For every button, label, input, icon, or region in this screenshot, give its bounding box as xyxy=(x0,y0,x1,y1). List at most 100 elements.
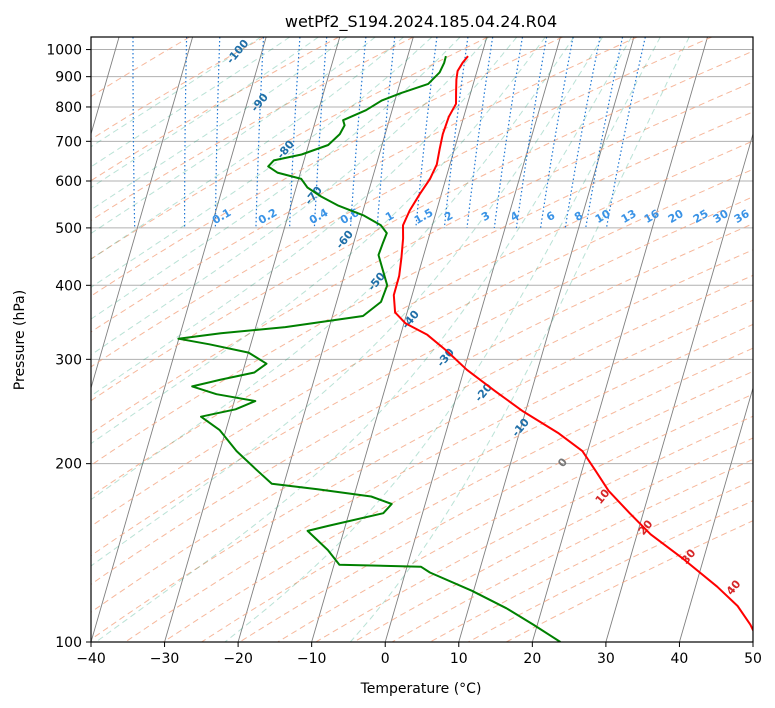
moist-adiabat-line xyxy=(91,37,291,168)
y-tick-label: 900 xyxy=(55,70,82,86)
isotherm-line xyxy=(384,37,561,642)
dry-adiabat-line xyxy=(467,500,753,642)
mixing-ratio-label: 1.5 xyxy=(412,206,435,227)
dry-adiabat-line xyxy=(91,223,753,585)
mixing-ratio-line xyxy=(255,37,265,228)
dry-adiabat-line xyxy=(277,393,753,642)
moist-adiabat-line xyxy=(224,37,661,642)
dry-adiabat-line xyxy=(91,37,713,368)
x-tick-label: 10 xyxy=(450,651,468,667)
dry-adiabat-line xyxy=(91,50,753,402)
mixing-ratio-label: 1 xyxy=(383,209,396,224)
isotherm-line xyxy=(752,640,753,642)
dry-adiabat-line xyxy=(91,37,340,182)
y-axis-label: Pressure (hPa) xyxy=(12,290,28,390)
mixing-ratio-line xyxy=(493,37,524,228)
dry-adiabat-label: -10 xyxy=(509,416,532,440)
moist-adiabat-line xyxy=(95,37,632,642)
x-axis: −40 −30 −20 −10 0 10 20 30 40 50 xyxy=(76,642,762,667)
mixing-ratio-label: 2 xyxy=(442,209,455,224)
background-lines xyxy=(83,37,753,642)
dry-adiabat-line xyxy=(91,81,753,434)
isotherm-line xyxy=(91,37,194,390)
y-tick-label: 800 xyxy=(55,100,82,116)
moist-adiabat-line xyxy=(91,37,546,445)
mixing-ratio-label: 36 xyxy=(732,207,752,226)
mixing-ratio-line xyxy=(132,37,136,228)
dry-adiabat-line xyxy=(91,37,190,98)
dry-adiabat-label: -20 xyxy=(472,381,495,405)
mixing-ratio-line xyxy=(349,37,367,228)
moist-adiabat-line xyxy=(91,37,518,397)
mixing-ratio-line xyxy=(466,37,494,228)
mixing-ratio-label: 0.6 xyxy=(338,206,362,227)
dry-adiabat-line xyxy=(91,168,753,527)
mixing-ratio-label: 0.4 xyxy=(307,206,331,227)
moist-adiabat-line xyxy=(349,37,690,642)
moist-adiabat-label: 10 xyxy=(593,486,613,506)
mixing-ratio-line xyxy=(585,37,624,229)
dry-adiabat-line xyxy=(91,37,638,333)
dry-adiabat-line xyxy=(91,37,563,297)
dry-adiabat-line xyxy=(91,111,753,466)
y-tick-label: 400 xyxy=(55,278,82,294)
dry-adiabat-line xyxy=(239,370,753,642)
moist-adiabat-line xyxy=(91,37,489,356)
x-tick-label: 50 xyxy=(744,651,762,667)
mixing-ratio-line xyxy=(289,37,301,228)
dry-adiabat-line xyxy=(91,37,414,222)
dry-adiabat-line xyxy=(429,479,753,642)
profile-series xyxy=(177,55,753,642)
y-tick-label: 500 xyxy=(55,221,82,237)
y-tick-label: 1000 xyxy=(46,43,82,59)
isotherm-line xyxy=(311,37,488,642)
x-tick-label: −30 xyxy=(150,651,180,667)
mixing-ratio-line xyxy=(83,37,88,228)
dry-adiabat-label: -60 xyxy=(333,228,356,252)
x-tick-label: −40 xyxy=(76,651,106,667)
mixing-ratio-label: 16 xyxy=(642,207,662,226)
isotherm-line xyxy=(164,37,341,642)
chart-title: wetPf2_S194.2024.185.04.24.R04 xyxy=(285,12,557,32)
dry-adiabat-line xyxy=(353,437,753,642)
mixing-ratio-label: 3 xyxy=(479,209,492,224)
moist-adiabat-line xyxy=(91,37,348,211)
moist-adiabat-line xyxy=(91,37,461,320)
mixing-ratio-label: 4 xyxy=(508,209,521,224)
isotherm-line xyxy=(605,132,753,642)
dewpoint-profile-line xyxy=(177,55,561,642)
moist-adiabat-line xyxy=(91,37,575,501)
dry-adiabat-line xyxy=(91,140,753,497)
x-tick-label: −20 xyxy=(223,651,253,667)
mixing-ratio-line xyxy=(376,37,396,228)
moist-adiabat-label: 0 xyxy=(555,455,570,469)
mixing-ratio-label: 30 xyxy=(711,207,731,226)
x-tick-label: 30 xyxy=(597,651,615,667)
mixing-ratio-line xyxy=(540,37,574,228)
x-axis-label: Temperature (°C) xyxy=(360,681,482,697)
dry-adiabat-label: -100 xyxy=(224,37,252,67)
isotherm-line xyxy=(237,37,414,642)
mixing-ratio-label: 6 xyxy=(544,209,557,224)
y-axis: 100 200 300 400 500 600 700 800 900 1000 xyxy=(46,43,91,651)
mixing-ratio-label: 0.2 xyxy=(256,206,279,227)
plot-frame xyxy=(90,36,754,643)
dry-adiabat-line xyxy=(91,249,753,613)
moist-adiabat-line xyxy=(91,37,262,148)
mixing-ratio-line xyxy=(415,37,438,228)
temperature-profile-line xyxy=(392,55,753,633)
mixing-ratio-label: 20 xyxy=(666,207,686,226)
y-tick-label: 700 xyxy=(55,134,82,150)
moist-adiabat-line xyxy=(91,37,604,567)
dry-adiabat-line xyxy=(91,37,265,140)
x-tick-label: 40 xyxy=(671,651,689,667)
dry-adiabat-line xyxy=(391,458,753,642)
y-tick-label: 100 xyxy=(55,635,82,651)
x-tick-label: −10 xyxy=(297,651,327,667)
x-tick-label: 20 xyxy=(523,651,541,667)
dry-adiabat-line xyxy=(91,196,753,557)
mixing-ratio-line xyxy=(605,37,646,229)
mixing-ratio-label: 0.1 xyxy=(210,206,233,227)
isotherm-line xyxy=(679,386,753,642)
